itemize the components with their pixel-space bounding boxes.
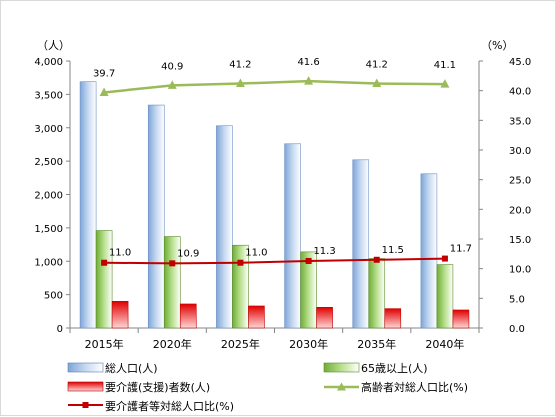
bar-65-and-over [95,230,113,329]
legend-label-total-population: 総人口(人) [105,361,158,375]
marker-elderly-ratio [440,79,450,88]
left-axis-tick-label: 2,500 [34,157,63,168]
left-axis-tick-label: 3,500 [34,90,63,101]
marker-care-ratio [169,260,176,267]
marker-care-ratio [305,257,312,264]
lines-layer [99,76,450,267]
x-axis-category-label: 2015年 [85,337,124,351]
legend-marker-care-ratio [82,402,89,408]
left-axis-tick-label: 1,500 [34,224,63,235]
bar-care-needed [452,309,470,329]
data-label-care-ratio: 11.5 [382,245,404,256]
bar-65-and-over [300,251,317,329]
left-axis-unit: （人） [37,39,70,52]
axes-layer: 0 500 1,000 1,500 2,000 2,500 3,000 3,500 4,000 0… [34,39,531,351]
bar-care-needed [384,308,402,329]
data-label-care-ratio: 11.0 [109,248,131,259]
line-elderly-ratio [103,79,445,94]
data-label-elderly-ratio: 41.1 [434,60,456,71]
right-axis-tick-label: 15.0 [509,235,531,246]
marker-elderly-ratio [235,78,245,88]
x-axis-category-label: 2025年 [221,337,260,351]
legend-swatch-total-population [67,362,104,373]
marker-care-ratio [373,256,380,263]
bar-total-population [147,104,165,329]
data-label-elderly-ratio: 39.7 [93,68,115,79]
bar-total-population [216,125,233,329]
left-axis-tick-label: 4,000 [34,57,63,68]
marker-care-ratio [237,259,244,266]
left-axis-tick-label: 500 [44,291,63,302]
data-labels-layer: 39.7 40.9 41.2 41.6 41.2 41.1 11.0 10.9 11.0 11.3… [93,57,472,259]
right-axis-tick-label: 20.0 [509,205,531,216]
data-label-elderly-ratio: 41.2 [229,60,251,71]
legend-label-elderly-ratio: 高齢者対総人口比(%) [361,380,468,394]
bar-65-and-over [436,264,454,329]
right-axis-tick-label: 5.0 [509,294,525,305]
left-axis-tick-label: 2,000 [34,191,63,202]
right-axis-tick-label: 40.0 [509,87,531,98]
data-label-care-ratio: 11.0 [245,248,267,259]
data-label-care-ratio: 10.9 [177,248,199,259]
data-label-elderly-ratio: 41.6 [297,57,319,68]
left-axis-tick-label: 0 [57,324,63,335]
bar-care-needed [316,307,333,329]
bar-65-and-over [232,244,249,329]
bar-65-and-over [368,258,386,329]
legend-marker-elderly-ratio [337,382,346,391]
bars-layer [79,81,470,329]
marker-care-ratio [101,259,108,266]
legend-label-65-and-over: 65歳以上(人) [361,362,428,375]
bar-total-population [420,173,438,329]
marker-care-ratio [441,255,448,262]
bar-total-population [352,159,370,329]
left-axis-tick-label: 1,000 [34,257,63,268]
right-axis-tick-label: 10.0 [509,265,531,276]
bar-care-needed [248,305,265,329]
left-axis-tick-label: 3,000 [34,124,63,135]
legend: 総人口(人) 65歳以上(人) 要介護(支援)者数(人) 高齢者対総人口比(%)… [67,361,468,413]
legend-label-care-needed: 要介護(支援)者数(人) [105,380,210,394]
bar-care-needed [111,300,129,329]
marker-elderly-ratio [167,80,177,89]
marker-elderly-ratio [99,87,109,96]
marker-elderly-ratio [304,76,314,85]
bar-65-and-over [163,236,181,329]
marker-elderly-ratio [372,78,382,88]
right-axis-tick-label: 45.0 [509,57,531,68]
line-care-ratio [104,257,445,265]
bar-care-needed [179,303,197,329]
legend-swatch-65-and-over [323,362,360,373]
data-label-elderly-ratio: 41.2 [366,60,388,71]
data-label-care-ratio: 11.7 [450,244,472,255]
right-axis-tick-label: 25.0 [509,176,531,187]
bar-total-population [284,143,301,329]
data-label-elderly-ratio: 40.9 [161,61,183,72]
right-axis-tick-label: 0.0 [509,324,525,335]
x-axis-category-label: 2035年 [357,337,396,351]
right-axis-tick-label: 30.0 [509,146,531,157]
x-axis-category-label: 2020年 [153,337,192,351]
x-axis-category-label: 2040年 [425,337,464,351]
legend-swatch-care-needed [67,381,104,392]
right-axis-tick-label: 35.0 [509,116,531,127]
data-label-care-ratio: 11.3 [313,246,335,257]
bar-total-population [79,81,97,329]
legend-label-care-ratio: 要介護者等対総人口比(%) [105,399,234,413]
x-axis-category-label: 2030年 [289,337,328,351]
right-axis-unit: （%） [481,39,513,52]
